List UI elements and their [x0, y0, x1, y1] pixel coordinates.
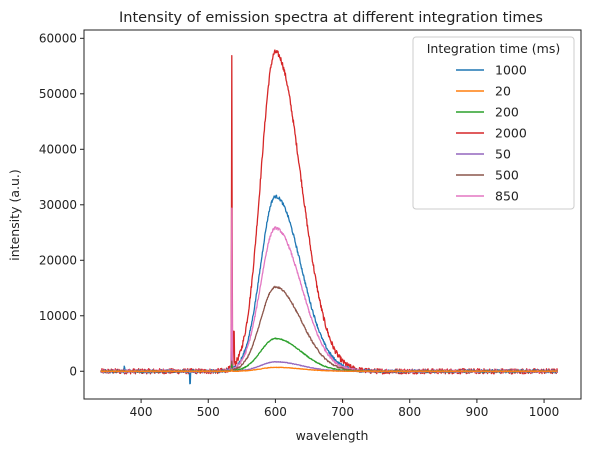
y-tick-label: 50000 [39, 87, 77, 101]
legend-entry-label: 850 [495, 189, 519, 204]
legend-entry-label: 200 [495, 105, 519, 120]
legend-box [412, 36, 575, 210]
plot-area: 400 500 600 700 800 900 1000 0 10000 20000 30000 4… [39, 29, 582, 419]
legend-entries: 1000 20 200 2000 50 500 850 [456, 63, 527, 204]
y-tick-label: 0 [69, 364, 77, 378]
x-axis-label: wavelength [296, 428, 369, 443]
y-tick-label: 10000 [39, 309, 77, 323]
y-tick-label: 40000 [39, 142, 77, 156]
legend: Integration time (ms) 1000 20 200 2000 50 500… [412, 36, 575, 210]
x-axis-ticks: 400 500 600 700 800 900 1000 [130, 399, 560, 419]
x-tick-label: 600 [264, 405, 287, 419]
y-axis-label: intensity (a.u.) [7, 169, 22, 260]
series-line-500 [100, 285, 558, 373]
legend-title: Integration time (ms) [427, 41, 561, 56]
legend-entry-label: 2000 [495, 126, 527, 141]
legend-entry-label: 1000 [495, 63, 527, 78]
y-tick-label: 20000 [39, 253, 77, 267]
x-tick-label: 500 [197, 405, 220, 419]
y-axis-ticks: 0 10000 20000 30000 40000 50000 60000 [39, 31, 84, 378]
legend-entry-label: 50 [495, 147, 511, 162]
y-tick-label: 30000 [39, 198, 77, 212]
legend-entry-label: 500 [495, 168, 519, 183]
series-line-20 [100, 366, 558, 373]
x-tick-label: 1000 [529, 405, 560, 419]
series-layer [100, 49, 559, 385]
legend-entry-label: 20 [495, 84, 511, 99]
x-tick-label: 900 [465, 405, 488, 419]
axes-frame [83, 29, 582, 400]
x-tick-label: 700 [331, 405, 354, 419]
x-tick-label: 400 [130, 405, 153, 419]
chart-title: Intensity of emission spectra at differe… [119, 10, 543, 26]
series-line-850 [100, 207, 558, 374]
y-tick-label: 60000 [39, 31, 77, 45]
x-tick-label: 800 [398, 405, 421, 419]
